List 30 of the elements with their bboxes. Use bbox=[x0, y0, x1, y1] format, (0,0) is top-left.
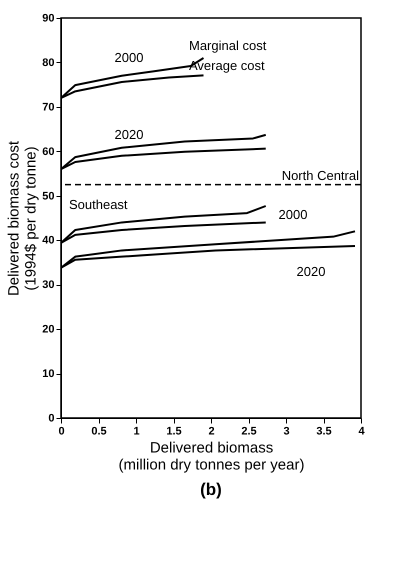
y-tick-label: 10 bbox=[42, 368, 54, 380]
y-tick-label: 80 bbox=[42, 56, 54, 69]
x-axis-title: Delivered biomass (million dry tonnes per year) bbox=[118, 440, 304, 474]
x-tick-label: 3.5 bbox=[316, 426, 332, 438]
annotation: Marginal cost bbox=[189, 38, 267, 53]
x-tick-label: 1 bbox=[133, 426, 140, 438]
x-tick-label: 0 bbox=[58, 426, 65, 438]
annotation: 2000 bbox=[278, 207, 308, 222]
text: (b) bbox=[200, 480, 222, 499]
annotation: North Central bbox=[282, 168, 360, 183]
x-tick-label: 3 bbox=[283, 426, 290, 438]
annotation: Southeast bbox=[69, 197, 128, 212]
x-tick-label: 2 bbox=[208, 426, 215, 438]
x-tick-label: 4 bbox=[358, 426, 366, 438]
y-tick-label: 40 bbox=[42, 234, 54, 247]
y-tick-label: 60 bbox=[42, 146, 54, 158]
y-tick-label: 20 bbox=[42, 324, 54, 336]
x-tick-label: 0.5 bbox=[91, 426, 107, 438]
y-axis-title: Delivered biomass cost (1994$ per dry tonne) bbox=[5, 140, 40, 296]
annotation: Average cost bbox=[189, 58, 266, 73]
y-tick-label: 30 bbox=[42, 279, 54, 292]
x-tick-label: 2.5 bbox=[241, 426, 257, 438]
y-tick-label: 70 bbox=[42, 101, 54, 114]
annotation: 2020 bbox=[296, 264, 326, 279]
x-tick-label: 1.5 bbox=[166, 426, 182, 438]
annotation: 2020 bbox=[114, 127, 144, 142]
y-tick-label: 0 bbox=[48, 412, 54, 424]
y-tick-label: 50 bbox=[42, 190, 54, 202]
annotation: 2000 bbox=[114, 50, 144, 65]
y-tick-label: 90 bbox=[42, 12, 54, 24]
